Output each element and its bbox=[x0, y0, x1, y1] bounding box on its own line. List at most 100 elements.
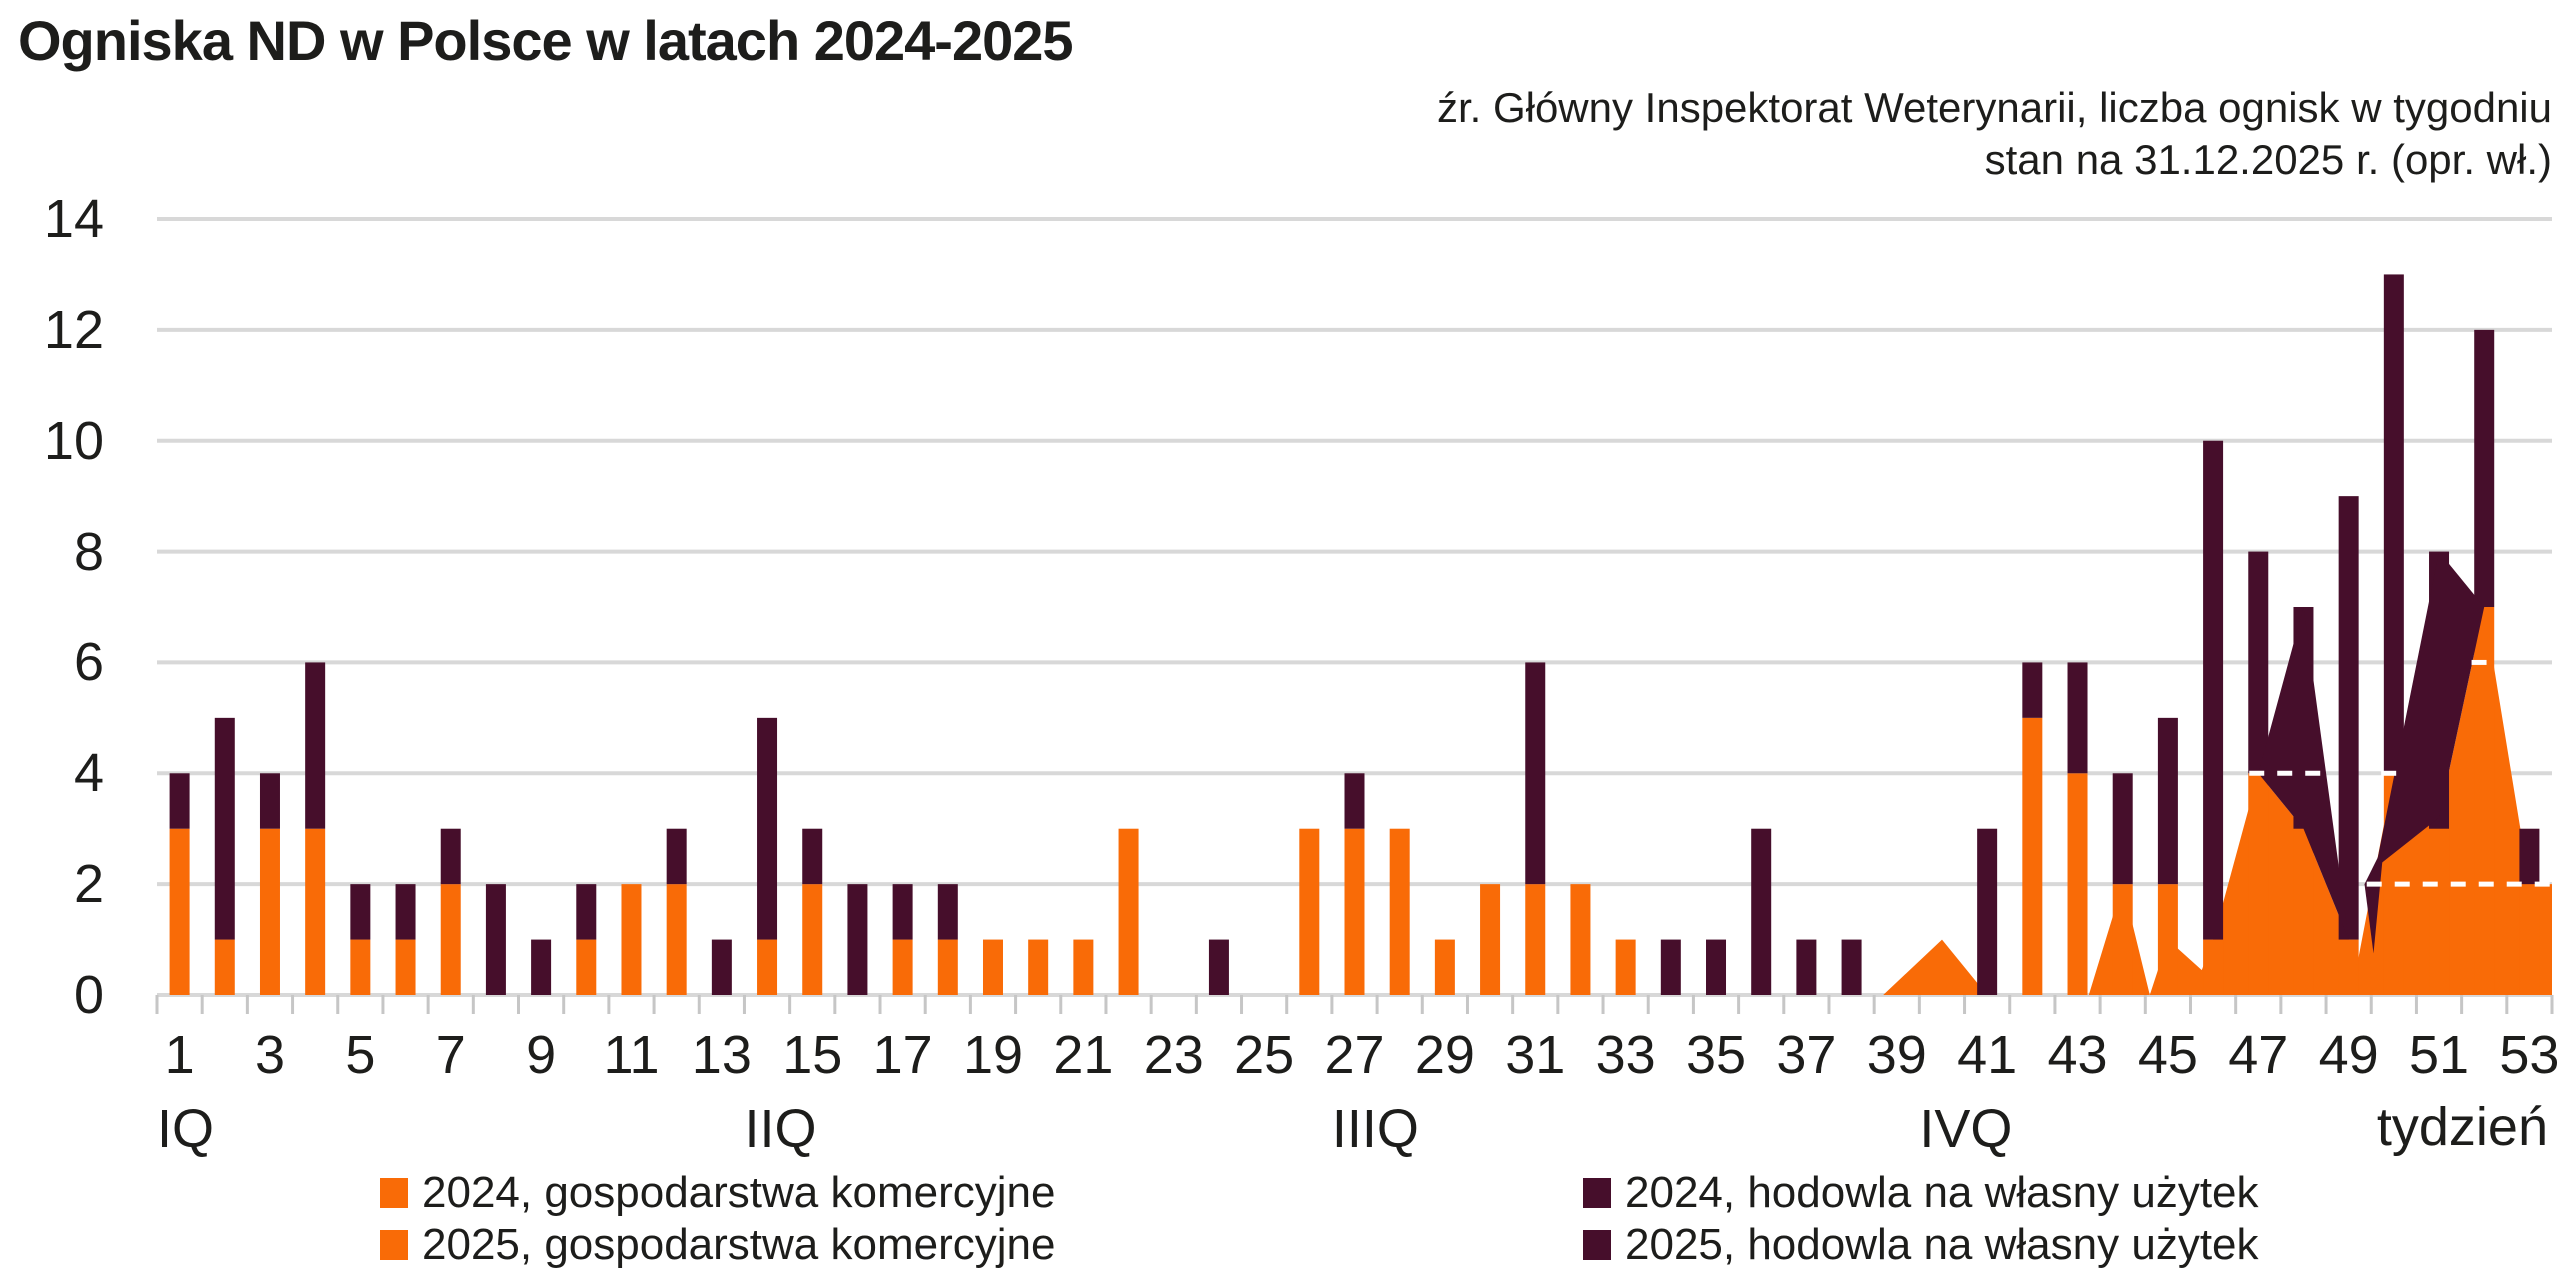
x-tick-label-39: 39 bbox=[1866, 1025, 1927, 1085]
bar-2024-week-33-commercial bbox=[1615, 939, 1636, 995]
bar-2024-week-53-commercial bbox=[2519, 884, 2540, 995]
x-tick-label-37: 37 bbox=[1776, 1025, 1837, 1085]
bar-2024-week-20-commercial bbox=[1028, 939, 1049, 995]
bar-2024-week-5-own-use bbox=[350, 884, 371, 940]
x-tick-label-47: 47 bbox=[2228, 1025, 2289, 1085]
bar-2024-week-48-commercial bbox=[2293, 828, 2314, 995]
bar-2024-week-27-own-use bbox=[1344, 773, 1365, 829]
bar-2024-week-4-own-use bbox=[305, 662, 326, 829]
bar-2024-week-8-own-use bbox=[485, 884, 506, 995]
bar-2024-week-4-commercial bbox=[305, 828, 326, 995]
legend-label: 2025, gospodarstwa komercyjne bbox=[422, 1220, 1056, 1269]
area-2025-own-use-1 bbox=[2258, 607, 2349, 940]
y-tick-label-10: 10 bbox=[43, 410, 104, 471]
bar-2024-week-15-commercial bbox=[802, 884, 823, 995]
bar-2024-week-41-own-use bbox=[1977, 828, 1998, 995]
x-tick-label-33: 33 bbox=[1595, 1025, 1656, 1085]
x-tick-label-17: 17 bbox=[872, 1025, 933, 1085]
bar-2024-week-9-own-use bbox=[531, 939, 552, 995]
bar-2024-week-2-own-use bbox=[214, 717, 235, 940]
x-tick-label-29: 29 bbox=[1414, 1025, 1475, 1085]
x-tick-label-35: 35 bbox=[1685, 1025, 1747, 1085]
bar-2024-week-42-commercial bbox=[2022, 717, 2043, 995]
y-tick-label-0: 0 bbox=[73, 965, 104, 1025]
y-tick-label-6: 6 bbox=[73, 632, 104, 693]
legend-swatch-orange-2024 bbox=[380, 1178, 408, 1208]
y-tick-label-4: 4 bbox=[73, 743, 104, 804]
bar-2024-week-5-commercial bbox=[350, 939, 371, 995]
bar-2024-week-12-commercial bbox=[666, 884, 687, 995]
bar-2024-week-34-own-use bbox=[1660, 939, 1681, 995]
x-tick-label-7: 7 bbox=[435, 1025, 466, 1085]
bar-2024-week-36-own-use bbox=[1751, 828, 1772, 995]
bar-2024-week-37-own-use bbox=[1796, 939, 1817, 995]
bar-2024-week-10-commercial bbox=[576, 939, 597, 995]
bar-2024-week-49-own-use bbox=[2338, 496, 2359, 940]
bar-2024-week-6-own-use bbox=[395, 884, 416, 940]
x-tick-label-3: 3 bbox=[254, 1025, 285, 1085]
quarter-label-q4: IVQ bbox=[1919, 1099, 2013, 1159]
bar-2024-week-17-own-use bbox=[892, 884, 913, 940]
quarter-label-q3: IIIQ bbox=[1331, 1099, 1419, 1159]
bar-2024-week-53-own-use bbox=[2519, 828, 2540, 885]
x-axis-unit-label: tydzień bbox=[2376, 1097, 2548, 1157]
x-tick-label-41: 41 bbox=[1957, 1025, 2018, 1085]
bar-2024-week-26-commercial bbox=[1299, 828, 1320, 995]
y-tick-label-2: 2 bbox=[73, 854, 104, 915]
y-tick-label-8: 8 bbox=[73, 521, 104, 582]
bar-2024-week-52-commercial bbox=[2474, 607, 2495, 995]
bar-2024-week-38-own-use bbox=[1841, 939, 1862, 995]
bar-2024-week-42-own-use bbox=[2022, 662, 2043, 718]
page-title: Ogniska ND w Polsce w latach 2024-2025 bbox=[18, 9, 1074, 72]
x-tick-label-43: 43 bbox=[2047, 1025, 2108, 1085]
legend-label: 2025, hodowla na własny użytek bbox=[1625, 1220, 2259, 1269]
bar-2024-week-13-own-use bbox=[711, 939, 732, 995]
bar-2024-week-43-commercial bbox=[2067, 773, 2088, 995]
bar-2024-week-11-commercial bbox=[621, 884, 642, 995]
x-tick-label-21: 21 bbox=[1053, 1025, 1114, 1085]
x-tick-label-49: 49 bbox=[2318, 1025, 2379, 1085]
source-note: źr. Główny Inspektorat Weterynarii, licz… bbox=[1437, 82, 2552, 186]
bar-2024-week-31-own-use bbox=[1525, 662, 1546, 885]
bar-2024-week-3-own-use bbox=[259, 773, 280, 829]
bar-2024-week-50-own-use bbox=[2383, 274, 2404, 774]
bar-2024-week-22-commercial bbox=[1118, 828, 1139, 995]
bar-2024-week-27-commercial bbox=[1344, 828, 1365, 995]
legend-item-2024-commercial: 2024, gospodarstwa komercyjne bbox=[380, 1168, 1055, 1218]
bar-2024-week-19-commercial bbox=[982, 939, 1003, 995]
legend-swatch-maroon-2024 bbox=[1583, 1178, 1611, 1208]
legend-swatch-orange-2025 bbox=[380, 1230, 408, 1260]
x-tick-label-19: 19 bbox=[962, 1025, 1024, 1085]
bar-2024-week-28-commercial bbox=[1389, 828, 1410, 995]
bar-2024-week-12-own-use bbox=[666, 828, 687, 885]
bar-2024-week-47-own-use bbox=[2248, 551, 2269, 774]
x-tick-label-51: 51 bbox=[2408, 1025, 2470, 1085]
bar-2024-week-44-commercial bbox=[2112, 884, 2133, 995]
bar-2024-week-51-commercial bbox=[2429, 828, 2450, 995]
bar-2024-week-46-own-use bbox=[2203, 440, 2224, 940]
bar-2024-week-45-own-use bbox=[2157, 717, 2178, 885]
quarter-label-q2: IIQ bbox=[744, 1099, 817, 1159]
bar-2024-week-24-own-use bbox=[1208, 939, 1229, 995]
bar-2024-week-29-commercial bbox=[1434, 939, 1455, 995]
bar-2024-week-15-own-use bbox=[802, 828, 823, 885]
white-patch bbox=[648, 1092, 764, 1196]
x-tick-label-45: 45 bbox=[2137, 1025, 2198, 1085]
legend-item-2024-own-use: 2024, hodowla na własny użytek bbox=[1583, 1168, 2259, 1218]
quarter-label-q1: IQ bbox=[157, 1099, 215, 1159]
x-tick-label-23: 23 bbox=[1143, 1025, 1204, 1085]
bar-2024-week-17-commercial bbox=[892, 939, 913, 995]
bar-2024-week-16-own-use bbox=[847, 884, 868, 995]
bar-2024-week-14-commercial bbox=[757, 939, 778, 995]
x-tick-label-1: 1 bbox=[164, 1025, 195, 1085]
bar-2024-week-31-commercial bbox=[1525, 884, 1546, 995]
bar-2024-week-45-commercial bbox=[2157, 884, 2178, 995]
x-tick-label-5: 5 bbox=[345, 1025, 376, 1085]
bar-2024-week-14-own-use bbox=[757, 717, 778, 940]
bar-2024-week-18-commercial bbox=[937, 939, 958, 995]
bar-2024-week-10-own-use bbox=[576, 884, 597, 940]
bar-2024-week-18-own-use bbox=[937, 884, 958, 940]
bar-2024-week-49-commercial bbox=[2338, 939, 2359, 995]
